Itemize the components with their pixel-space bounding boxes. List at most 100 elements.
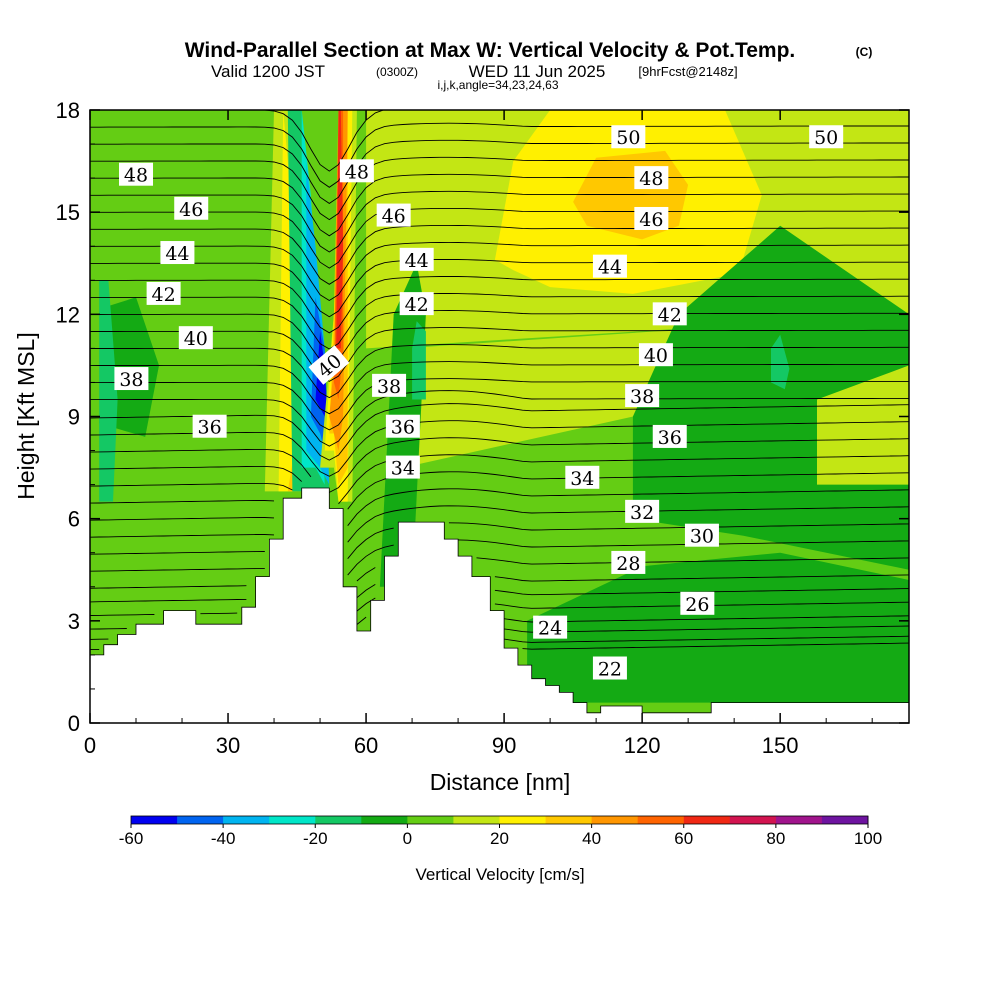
theta-contour-13 <box>90 454 909 505</box>
contour-label-22: 36 <box>652 424 687 449</box>
theta-contour-31 <box>90 156 909 221</box>
theta-contour-18 <box>90 378 909 431</box>
theta-contour-14 <box>90 437 909 493</box>
chart-title: Wind-Parallel Section at Max W: Vertical… <box>185 39 873 92</box>
contour-label-20: 36 <box>192 414 227 439</box>
colorbar-tick-label: 40 <box>582 829 601 848</box>
y-tick-label: 3 <box>68 609 80 634</box>
contour-label-16: 40 <box>638 343 673 367</box>
contour-label-21: 36 <box>385 414 420 439</box>
x-tick-label: 60 <box>354 733 378 758</box>
y-axis-label: Height [Kft MSL] <box>13 332 39 499</box>
theta-contour-21 <box>90 327 909 382</box>
velocity-region-6 <box>99 280 118 502</box>
svg-text:42: 42 <box>658 304 682 326</box>
contour-label-23: 34 <box>385 455 420 480</box>
svg-text:34: 34 <box>391 458 415 480</box>
colorbar-swatch-13 <box>729 816 777 824</box>
svg-text:26: 26 <box>685 594 709 616</box>
contour-label-0: 50 <box>611 125 646 149</box>
x-tick-label: 0 <box>84 733 96 758</box>
x-axis-ticks: 0 30 60 90 120 150 <box>84 110 873 758</box>
x-tick-label: 30 <box>216 733 240 758</box>
theta-contour-24 <box>90 276 909 334</box>
svg-text:48: 48 <box>124 165 148 187</box>
colorbar-swatch-4 <box>315 816 362 824</box>
svg-text:36: 36 <box>658 427 682 449</box>
theta-contour-8 <box>90 539 909 576</box>
title-indices: i,j,k,angle=34,23,24,63 <box>437 78 558 92</box>
colorbar-swatch-5 <box>361 816 408 824</box>
theta-contour-29 <box>90 190 909 253</box>
y-tick-label: 18 <box>56 98 80 123</box>
svg-text:32: 32 <box>630 502 654 524</box>
colorbar-swatch-11 <box>637 816 685 824</box>
theta-contour-17 <box>90 390 909 447</box>
contour-label-11: 42 <box>146 281 181 306</box>
title-forecast: [9hrFcst@2148z] <box>638 64 737 79</box>
theta-contour-22 <box>90 310 909 366</box>
svg-text:50: 50 <box>616 127 640 149</box>
title-valid: Valid 1200 JST <box>211 62 325 81</box>
contour-label-18: 38 <box>372 373 407 398</box>
contour-label-2: 48 <box>119 162 154 187</box>
x-axis-label: Distance [nm] <box>430 769 571 795</box>
terrain <box>90 487 909 723</box>
theta-contour-6 <box>90 574 909 599</box>
svg-text:34: 34 <box>570 468 594 490</box>
colorbar-tick-label: -60 <box>119 829 144 848</box>
svg-text:38: 38 <box>630 386 654 408</box>
svg-text:50: 50 <box>814 127 838 149</box>
colorbar-tick-label: 60 <box>674 829 693 848</box>
y-tick-label: 15 <box>56 200 80 225</box>
contour-label-4: 48 <box>634 166 669 190</box>
svg-text:46: 46 <box>179 199 203 221</box>
svg-text:42: 42 <box>405 294 429 316</box>
title-copyright: (C) <box>856 45 873 59</box>
colorbar-swatch-8 <box>499 816 547 824</box>
theta-contour-28 <box>90 207 909 269</box>
theta-contour-3 <box>90 615 909 630</box>
y-tick-label: 0 <box>68 711 80 736</box>
contour-label-26: 30 <box>684 523 719 548</box>
contour-label-29: 24 <box>533 615 568 640</box>
theta-contour-26 <box>90 241 909 302</box>
contour-label-13: 42 <box>652 302 687 326</box>
svg-text:30: 30 <box>690 526 714 548</box>
theta-contour-19 <box>90 361 909 415</box>
y-tick-label: 12 <box>56 302 80 327</box>
x-tick-label: 150 <box>762 733 799 758</box>
theta-contour-11 <box>90 488 909 526</box>
theta-contour-0 <box>522 642 909 650</box>
svg-text:36: 36 <box>198 417 222 439</box>
contour-label-17: 38 <box>114 367 149 391</box>
contour-label-9: 44 <box>399 247 434 272</box>
x-tick-label: 90 <box>492 733 516 758</box>
contour-label-19: 38 <box>625 384 660 408</box>
contour-label-3: 48 <box>339 159 374 183</box>
svg-text:44: 44 <box>405 250 429 272</box>
theta-contour-25 <box>90 259 909 318</box>
colorbar-tick-label: 100 <box>854 829 882 848</box>
theta-contour-32 <box>90 139 909 204</box>
contour-label-28: 26 <box>680 591 715 616</box>
theta-contour-27 <box>90 224 909 285</box>
svg-text:38: 38 <box>119 369 143 391</box>
title-valid-date: WED 11 Jun 2025 <box>469 62 606 81</box>
svg-text:36: 36 <box>391 417 415 439</box>
theta-contour-30 <box>90 173 909 237</box>
theta-contour-2 <box>90 625 909 640</box>
theta-contour-9 <box>90 522 909 559</box>
title-main: Wind-Parallel Section at Max W: Vertical… <box>185 39 796 62</box>
colorbar-tick-label: -40 <box>211 829 236 848</box>
contour-label-24: 34 <box>565 465 600 490</box>
colorbar-tick-label: 0 <box>403 829 412 848</box>
contour-label-10: 44 <box>592 254 627 279</box>
contour-label-12: 42 <box>399 292 434 316</box>
svg-text:44: 44 <box>165 243 189 265</box>
svg-text:42: 42 <box>152 284 176 306</box>
terrain-mask <box>90 487 909 723</box>
